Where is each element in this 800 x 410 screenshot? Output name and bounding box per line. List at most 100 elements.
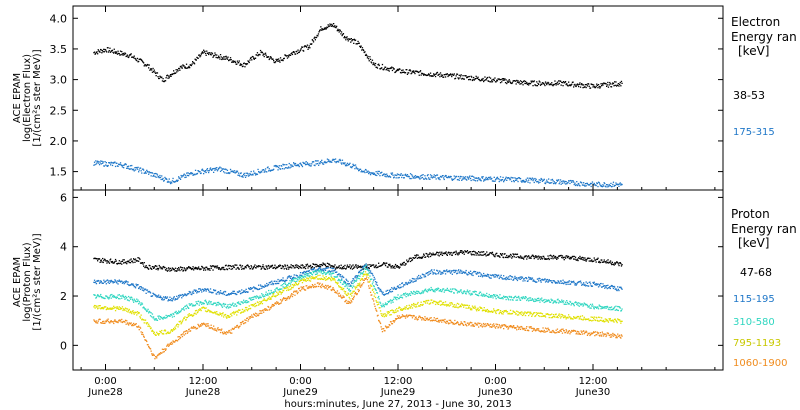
data-point — [209, 167, 212, 169]
data-point — [501, 78, 504, 80]
data-point — [221, 169, 223, 171]
data-point — [308, 45, 310, 47]
data-point — [288, 56, 290, 58]
data-point — [186, 267, 188, 269]
data-point — [619, 183, 621, 185]
data-point — [570, 304, 572, 306]
data-point — [153, 294, 155, 296]
data-point — [303, 46, 305, 48]
data-point — [423, 276, 425, 278]
data-point — [529, 182, 531, 184]
data-point — [414, 177, 416, 179]
data-point — [171, 182, 173, 184]
data-point — [475, 308, 477, 311]
data-point — [256, 52, 259, 54]
data-point — [554, 255, 557, 258]
data-point — [186, 174, 189, 177]
data-point — [147, 325, 149, 327]
data-point — [426, 74, 428, 77]
data-point — [248, 61, 250, 63]
data-point — [538, 80, 540, 82]
data-point — [237, 266, 239, 269]
data-point — [271, 280, 273, 282]
data-point — [222, 312, 224, 314]
data-point — [105, 164, 107, 166]
data-point — [336, 283, 339, 285]
data-point — [145, 309, 147, 311]
data-point — [550, 317, 552, 319]
data-point — [209, 168, 211, 170]
data-point — [108, 262, 111, 264]
data-point — [476, 77, 478, 79]
data-point — [187, 67, 189, 69]
data-point — [128, 308, 130, 311]
data-point — [275, 295, 277, 297]
data-point — [172, 268, 174, 270]
data-point — [188, 293, 190, 295]
data-point — [328, 267, 330, 269]
data-point — [122, 309, 124, 312]
data-point — [496, 310, 498, 312]
data-point — [351, 265, 353, 267]
data-point — [491, 310, 493, 312]
data-point — [268, 170, 270, 172]
data-point — [614, 263, 616, 265]
data-point — [524, 256, 527, 258]
data-point — [269, 281, 272, 283]
data-point — [214, 167, 217, 169]
data-point — [286, 264, 289, 266]
data-point — [583, 284, 585, 286]
data-point — [505, 79, 507, 81]
data-point — [529, 256, 531, 258]
data-point — [95, 52, 97, 55]
data-point — [420, 292, 422, 294]
data-point — [171, 329, 173, 331]
data-point — [456, 73, 458, 75]
data-point — [617, 83, 619, 85]
data-point — [511, 256, 514, 258]
data-point — [330, 275, 332, 277]
data-point — [411, 174, 413, 176]
data-point — [559, 80, 562, 82]
data-point — [492, 311, 494, 313]
data-point — [359, 168, 361, 170]
data-point — [420, 301, 422, 303]
data-point — [458, 291, 460, 293]
data-point — [216, 313, 219, 315]
data-point — [150, 68, 152, 70]
data-point — [390, 172, 392, 174]
data-point — [448, 289, 450, 291]
data-point — [303, 275, 305, 277]
data-point — [343, 37, 345, 39]
data-point — [363, 273, 365, 275]
data-point — [429, 289, 431, 291]
data-point — [258, 297, 260, 299]
data-point — [581, 303, 584, 305]
data-point — [154, 172, 157, 175]
data-point — [514, 295, 517, 297]
data-point — [617, 263, 620, 265]
data-point — [560, 301, 562, 303]
data-point — [517, 311, 519, 313]
data-point — [544, 81, 547, 83]
data-point — [408, 294, 410, 296]
data-point — [236, 293, 238, 296]
data-point — [402, 308, 404, 310]
data-point — [393, 310, 395, 312]
data-point — [541, 178, 543, 180]
data-point — [177, 70, 179, 72]
data-point — [121, 306, 124, 308]
data-point — [229, 59, 231, 61]
data-point — [613, 264, 615, 266]
data-point — [202, 267, 204, 269]
data-point — [420, 74, 422, 76]
data-point — [256, 54, 258, 56]
data-point — [383, 306, 385, 308]
data-point — [110, 258, 112, 260]
data-point — [614, 81, 616, 83]
data-point — [596, 84, 598, 87]
data-point — [119, 54, 121, 56]
data-point — [223, 266, 225, 269]
data-point — [273, 165, 275, 167]
data-point — [162, 78, 164, 80]
